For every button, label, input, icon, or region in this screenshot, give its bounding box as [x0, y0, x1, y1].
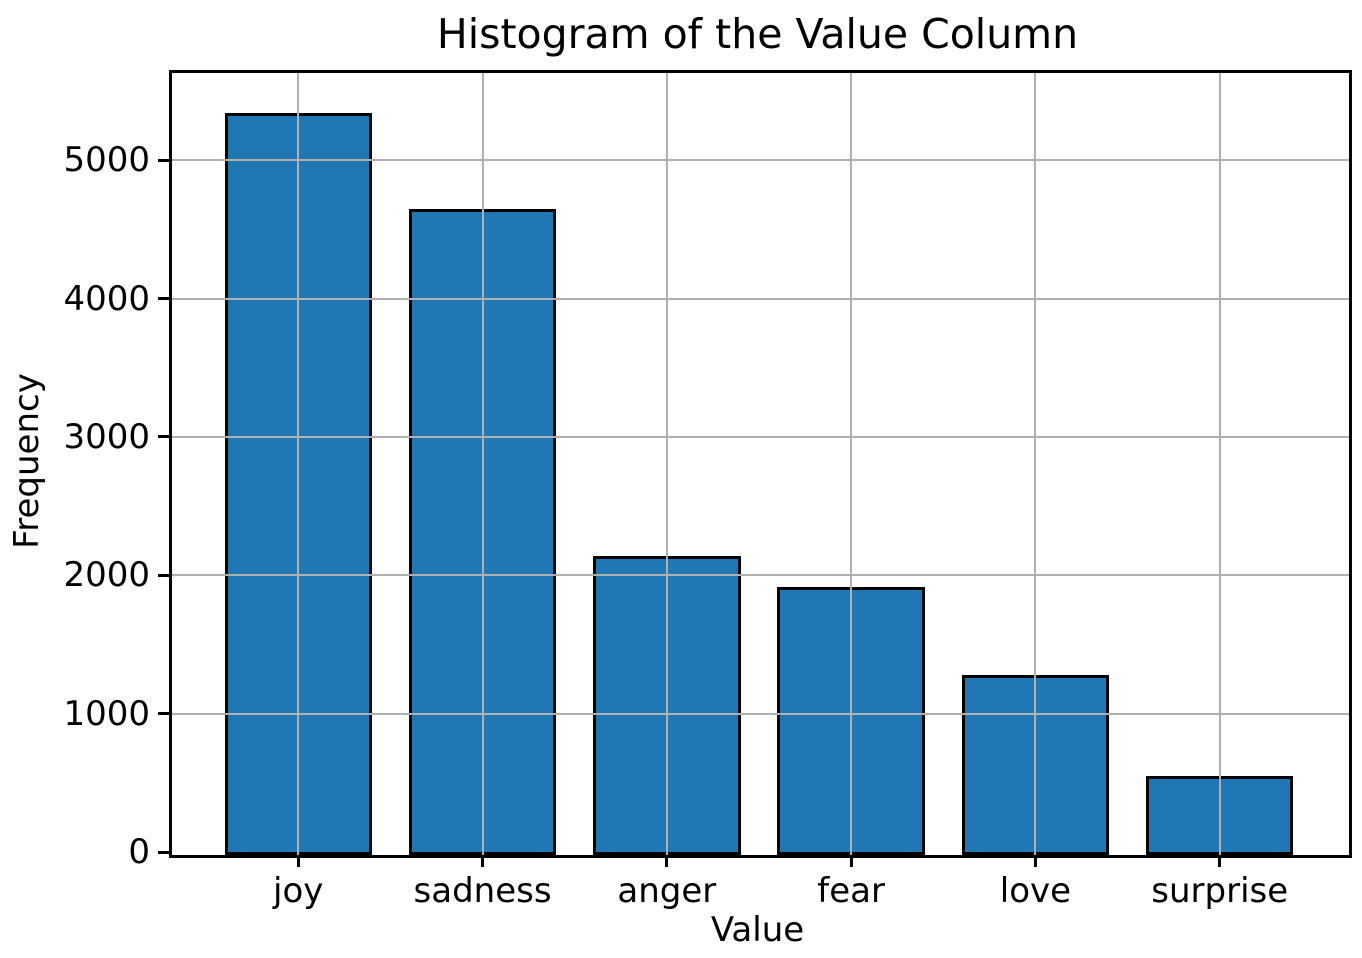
y-tick-label-3000: 3000 — [63, 416, 150, 457]
vertical-gridline-joy — [297, 73, 300, 855]
x-tick-label-joy: joy — [273, 871, 324, 911]
x-tick-label-love: love — [999, 871, 1072, 911]
y-tick-mark-5000 — [158, 158, 169, 162]
x-tick-mark-anger — [665, 855, 669, 867]
vertical-gridline-fear — [850, 73, 853, 855]
x-tick-mark-surprise — [1218, 855, 1222, 867]
y-tick-mark-4000 — [158, 297, 169, 301]
y-tick-label-1000: 1000 — [63, 693, 150, 734]
y-tick-label-5000: 5000 — [63, 140, 150, 181]
vertical-gridline-love — [1034, 73, 1037, 855]
y-tick-label-2000: 2000 — [63, 555, 150, 596]
x-tick-label-fear: fear — [817, 871, 885, 911]
y-axis-label: Frequency — [7, 373, 47, 549]
chart-title: Histogram of the Value Column — [436, 10, 1079, 58]
x-tick-label-surprise: surprise — [1151, 871, 1289, 911]
horizontal-gridline-2000 — [172, 574, 1349, 577]
horizontal-gridline-3000 — [172, 435, 1349, 438]
horizontal-gridline-5000 — [172, 159, 1349, 162]
y-tick-mark-3000 — [158, 435, 169, 439]
x-tick-mark-fear — [849, 855, 853, 867]
x-axis-label: Value — [710, 910, 805, 950]
y-tick-label-0: 0 — [128, 832, 150, 872]
y-tick-mark-0 — [158, 850, 169, 854]
horizontal-gridline-4000 — [172, 297, 1349, 300]
vertical-gridline-anger — [665, 73, 668, 855]
vertical-gridline-sadness — [481, 73, 484, 855]
vertical-gridline-surprise — [1218, 73, 1221, 855]
x-tick-mark-love — [1033, 855, 1037, 867]
horizontal-gridline-1000 — [172, 712, 1349, 715]
y-tick-mark-2000 — [158, 573, 169, 577]
plot-area — [169, 70, 1352, 858]
x-tick-label-anger: anger — [617, 871, 717, 911]
x-tick-mark-sadness — [481, 855, 485, 867]
y-tick-mark-1000 — [158, 712, 169, 716]
x-tick-mark-joy — [296, 855, 300, 867]
x-tick-label-sadness: sadness — [413, 871, 552, 911]
y-tick-label-4000: 4000 — [63, 278, 150, 319]
